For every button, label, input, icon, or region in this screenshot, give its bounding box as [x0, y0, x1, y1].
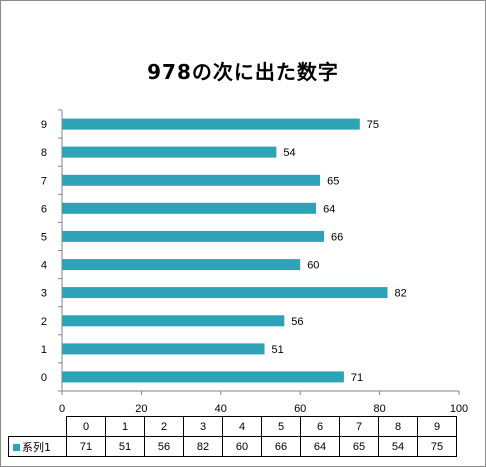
data-table-value-5: 66 [261, 436, 301, 457]
x-tick-label-100: 100 [450, 403, 468, 415]
data-table-value-4: 60 [222, 436, 262, 457]
bar-4 [62, 259, 301, 271]
data-label-4: 60 [307, 260, 319, 272]
y-tick-label-0: 0 [41, 372, 47, 384]
data-table-header-5: 5 [261, 416, 301, 437]
data-table-header-6: 6 [300, 416, 340, 437]
y-tick-label-5: 5 [41, 231, 47, 243]
bar-9 [62, 118, 360, 130]
data-table-value-0: 71 [66, 436, 106, 457]
bar-2 [62, 315, 285, 327]
y-tick-label-1: 1 [41, 344, 47, 356]
legend-swatch [13, 443, 20, 451]
bar-7 [62, 174, 321, 186]
data-label-7: 65 [327, 175, 339, 187]
bar-1 [62, 343, 265, 355]
bar-0 [62, 371, 344, 383]
data-label-9: 75 [367, 119, 379, 131]
data-table-value-9: 75 [417, 436, 457, 457]
data-table-header-7: 7 [339, 416, 379, 437]
y-tick-label-8: 8 [41, 147, 47, 159]
data-label-2: 56 [291, 316, 303, 328]
x-tick-label-0: 0 [59, 403, 65, 415]
x-tick-label-80: 80 [373, 403, 385, 415]
y-tick-label-4: 4 [41, 260, 47, 272]
data-label-3: 82 [395, 288, 407, 300]
data-label-0: 71 [351, 372, 363, 384]
data-table-header-1: 1 [105, 416, 145, 437]
data-table-header-0: 0 [66, 416, 106, 437]
series-name: 系列1 [22, 440, 51, 454]
y-tick-label-2: 2 [41, 316, 47, 328]
bar-8 [62, 146, 277, 158]
y-tick-label-7: 7 [41, 175, 47, 187]
bar-6 [62, 202, 317, 214]
bars-layer: 71 51 56 82 60 66 64 65 54 75 [62, 118, 407, 384]
data-table-series-label: 系列1 [8, 436, 67, 457]
data-table-value-6: 64 [300, 436, 340, 457]
bar-5 [62, 230, 324, 242]
data-table-value-3: 82 [183, 436, 223, 457]
data-table-series-row: 系列1 71 51 56 82 60 66 64 65 54 75 [8, 436, 457, 457]
x-tick-label-20: 20 [135, 403, 147, 415]
data-label-8: 54 [283, 147, 295, 159]
data-table-value-2: 56 [144, 436, 184, 457]
y-tick-label-3: 3 [41, 288, 47, 300]
x-tick-label-40: 40 [215, 403, 227, 415]
data-table-header-8: 8 [378, 416, 418, 437]
data-table-header-3: 3 [183, 416, 223, 437]
data-table-header-4: 4 [222, 416, 262, 437]
bar-3 [62, 287, 388, 299]
data-table-header-9: 9 [417, 416, 457, 437]
data-label-5: 66 [331, 231, 343, 243]
x-tick-label-60: 60 [294, 403, 306, 415]
y-tick-label-6: 6 [41, 203, 47, 215]
data-label-1: 51 [272, 344, 284, 356]
data-table-value-8: 54 [378, 436, 418, 457]
y-tick-label-9: 9 [41, 119, 47, 131]
chart-title: 978の次に出た数字 [147, 60, 339, 84]
data-table-corner [9, 417, 67, 437]
data-table-header-2: 2 [144, 416, 184, 437]
data-table-value-7: 65 [339, 436, 379, 457]
data-label-6: 64 [323, 203, 335, 215]
data-table-value-1: 51 [105, 436, 145, 457]
